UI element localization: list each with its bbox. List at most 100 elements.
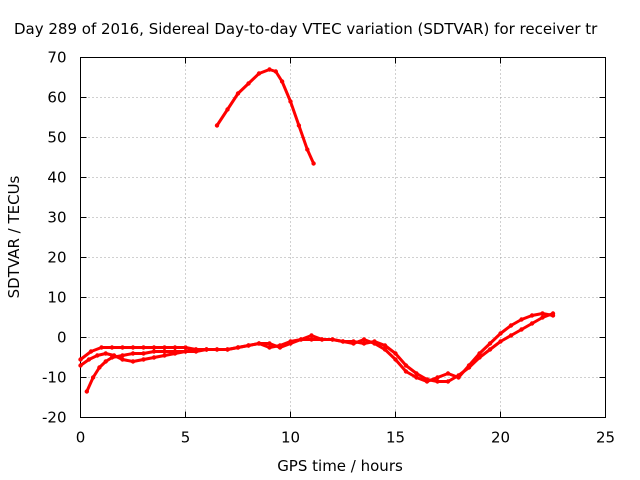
data-point [267,345,272,350]
chart-title: Day 289 of 2016, Sidereal Day-to-day VTE… [14,20,598,38]
y-tick-label: 30 [47,209,66,227]
data-point [519,327,524,332]
data-point [508,333,514,338]
data-point [296,123,302,128]
data-point [508,323,514,328]
data-point [361,341,367,346]
ticks: 0 5 10 15 20 25 -20 -10 0 10 20 30 40 50 60 70 [42,49,615,447]
y-axis-label: SDTVAR / TECUs [5,175,23,298]
data-point [183,345,188,350]
y-tick-label: 40 [47,169,66,187]
y-tick-label: 60 [47,89,66,107]
data-point [225,107,230,112]
data-point [130,345,136,350]
y-tick-label: -20 [42,409,67,427]
x-tick-label: 25 [596,429,615,447]
y-tick-label: 70 [47,49,66,67]
data-point [151,355,157,360]
data-point [466,363,472,368]
data-point [519,317,524,322]
data-point [172,351,178,356]
x-tick-label: 0 [76,429,86,447]
data-point [151,349,157,354]
data-point [141,357,146,362]
data-point [498,339,503,344]
data-point [103,359,108,364]
data-point [529,313,535,318]
data-point [298,337,304,342]
data-point [435,379,440,384]
data-point [403,363,409,368]
data-point [256,341,262,346]
y-tick-label: 50 [47,129,66,147]
data-point [456,375,461,380]
data-point [445,379,451,384]
data-point [246,81,251,86]
x-tick-label: 10 [281,429,300,447]
data-point [141,345,146,350]
data-point [103,351,108,356]
data-point [267,341,272,346]
data-point [311,161,316,166]
data-point [550,313,556,318]
data-point [183,349,188,354]
data-point [435,375,440,380]
data-point [382,347,388,352]
data-point [267,67,272,72]
data-point [540,315,545,320]
x-tick-label: 5 [181,429,191,447]
data-point [88,349,94,354]
y-tick-label: 0 [57,329,67,347]
data-point [141,351,146,356]
data-point [277,343,283,348]
data-point [414,375,419,380]
data-point [130,351,136,356]
data-point [305,147,310,152]
data-point [393,351,398,356]
data-point [109,345,115,350]
data-point [162,349,167,354]
data-point [330,337,335,342]
data-point [340,339,346,344]
data-point [414,371,419,376]
x-axis-label: GPS time / hours [277,457,403,475]
series-layer [78,67,556,394]
data-point [193,349,199,354]
series-line-2 [79,312,555,383]
data-point [97,365,102,370]
data-point [309,337,314,342]
data-point [225,347,230,352]
data-point [256,71,262,76]
data-point [487,347,493,352]
data-point [540,311,545,316]
data-point [351,341,356,346]
data-point [111,353,117,358]
x-tick-label: 20 [491,429,510,447]
y-tick-label: 10 [47,289,66,307]
data-point [214,123,220,128]
y-tick-label: -10 [42,369,67,387]
plot-frame [80,57,606,418]
data-point [78,357,83,362]
data-point [529,321,535,326]
data-point [403,369,409,374]
data-point [86,357,92,362]
data-point [288,339,293,344]
data-point [288,99,293,104]
data-point [498,331,503,336]
data-point [477,351,482,356]
data-point [319,337,325,342]
data-point [214,347,220,352]
data-point [372,341,377,346]
data-point [90,375,96,380]
data-point [279,79,285,84]
data-point [445,371,451,376]
data-point [246,343,251,348]
data-point [361,337,367,342]
data-point [382,343,388,348]
data-point [487,341,493,346]
data-point [120,357,125,362]
data-point [235,345,241,350]
y-tick-label: 20 [47,249,66,267]
